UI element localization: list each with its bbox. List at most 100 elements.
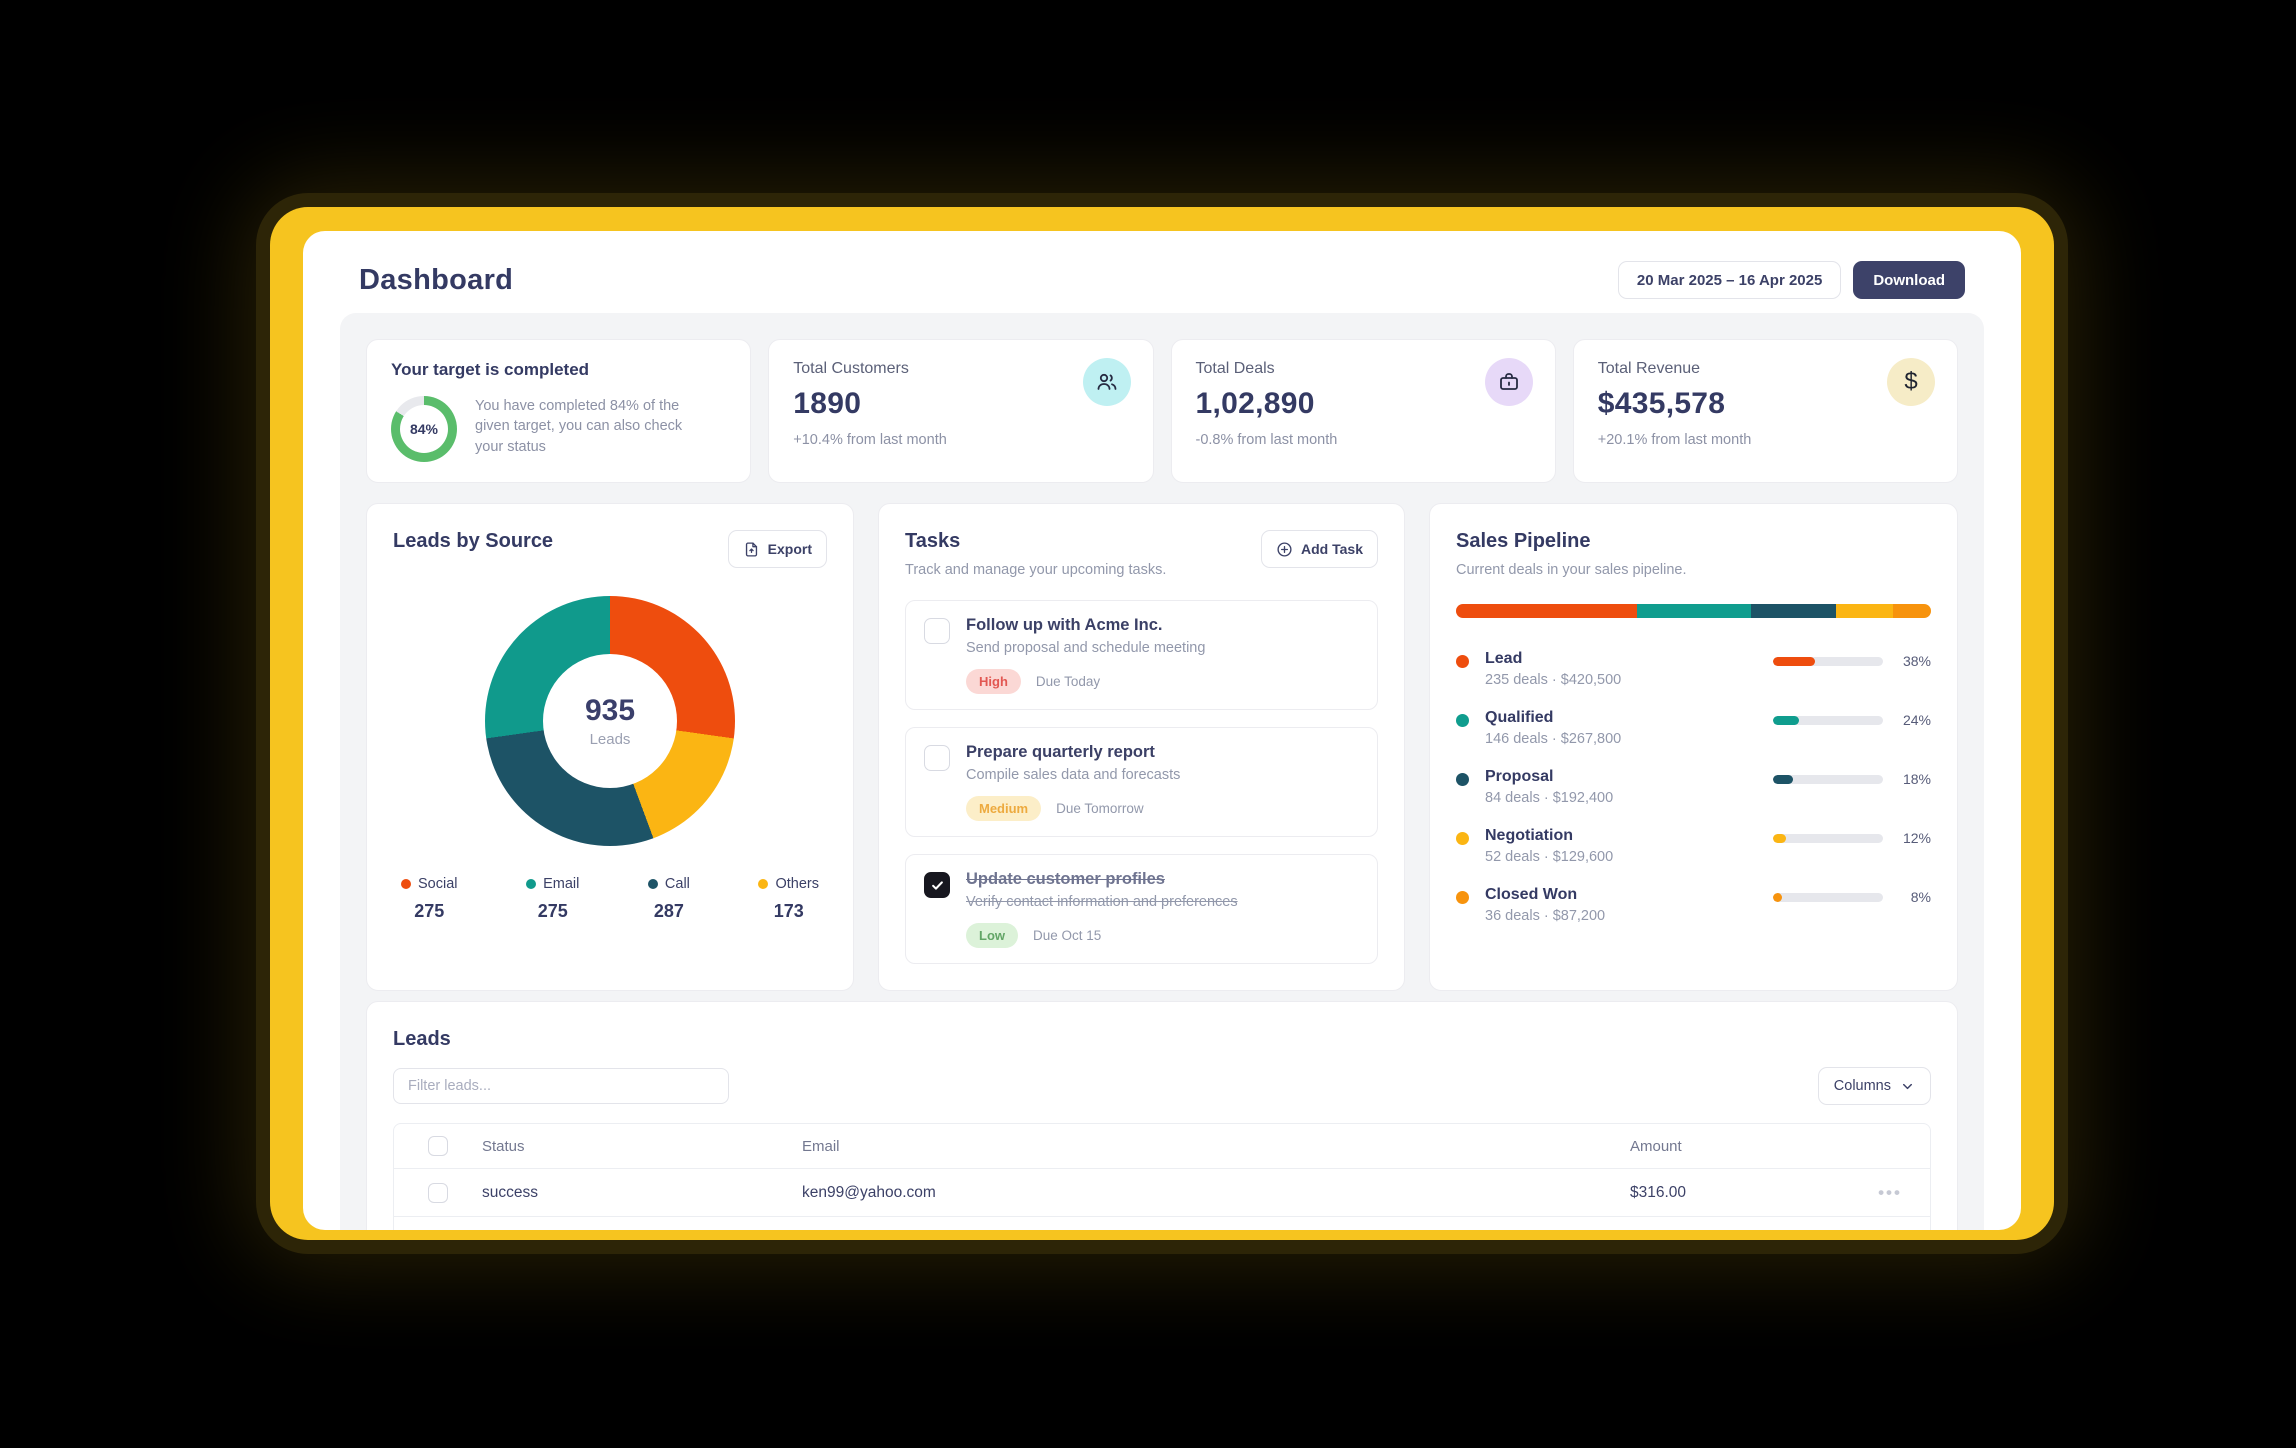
export-button[interactable]: Export	[727, 530, 827, 568]
stat-change: +10.4% from last month	[793, 432, 947, 448]
due-label: Due Today	[1035, 674, 1101, 689]
legend-dot	[401, 879, 411, 889]
donut-legend: Social 275 Email 275 Call 287	[401, 876, 819, 922]
stat-card-customers: Total Customers 1890 +10.4% from last mo…	[768, 339, 1154, 483]
stat-change: +20.1% from last month	[1597, 432, 1752, 448]
stage-progress	[1773, 774, 1883, 784]
date-range-button[interactable]: 20 Mar 2025 – 16 Apr 2025	[1617, 261, 1842, 299]
leads-title: Leads	[393, 1028, 451, 1050]
pipeline-bar-segment	[1456, 604, 1637, 618]
leads-table: Status Email Amount success ken99@yahoo.…	[393, 1123, 1931, 1230]
content-area: Your target is completed 84% You have co…	[340, 313, 1984, 1230]
stage-dot	[1456, 891, 1469, 904]
legend-dot	[758, 879, 769, 889]
briefcase-icon	[1484, 358, 1533, 406]
stat-label: Total Deals	[1195, 360, 1275, 377]
pipeline-bar-segment	[1636, 604, 1751, 618]
tasks-subtitle: Track and manage your upcoming tasks.	[905, 562, 1167, 578]
table-row: success ken99@yahoo.com $316.00 •••	[394, 1168, 1930, 1216]
task-item: Prepare quarterly report Compile sales d…	[905, 727, 1378, 837]
stat-change: -0.8% from last month	[1195, 432, 1338, 448]
priority-badge: Low	[966, 923, 1018, 948]
task-checkbox[interactable]	[924, 745, 950, 771]
pipeline-subtitle: Current deals in your sales pipeline.	[1456, 562, 1687, 578]
dollar-icon: $	[1887, 358, 1935, 406]
target-progress-ring: 84%	[391, 396, 457, 462]
sales-pipeline-card: Sales Pipeline Current deals in your sal…	[1429, 503, 1958, 991]
header-actions: 20 Mar 2025 – 16 Apr 2025 Download	[1617, 261, 1965, 299]
column-header-email: Email	[802, 1137, 840, 1155]
target-card: Your target is completed 84% You have co…	[366, 339, 752, 483]
dashboard-panel: Dashboard 20 Mar 2025 – 16 Apr 2025 Down…	[303, 231, 2021, 1230]
pipeline-bar-segment	[1836, 604, 1893, 618]
cell-status: success	[482, 1183, 538, 1201]
pipeline-stage-list: Lead 235 deals · $420,500 38%	[1456, 650, 1931, 924]
stage-dot	[1456, 832, 1469, 845]
stat-value: 1,02,890	[1195, 387, 1315, 420]
stat-label: Total Revenue	[1597, 360, 1701, 377]
pipeline-title: Sales Pipeline	[1456, 530, 1591, 552]
legend-item: Call 287	[647, 876, 690, 922]
chevron-down-icon	[1903, 1083, 1912, 1089]
stat-card-revenue: Total Revenue $435,578 +20.1% from last …	[1572, 339, 1958, 483]
priority-badge: Medium	[966, 796, 1042, 821]
legend-item: Others 173	[758, 876, 819, 922]
leads-donut-chart: 935 Leads	[485, 596, 735, 846]
stage-dot	[1456, 655, 1469, 668]
column-header-status: Status	[482, 1137, 525, 1155]
priority-badge: High	[966, 669, 1021, 694]
stage-progress	[1773, 892, 1883, 902]
stage-progress	[1773, 715, 1883, 725]
target-card-title: Your target is completed	[391, 360, 590, 379]
leads-by-source-title: Leads by Source	[393, 530, 554, 552]
table-row: Processing Monserrat44@gmail.com $242.00…	[394, 1216, 1930, 1230]
pipeline-stage: Proposal 84 deals · $192,400 18%	[1456, 768, 1931, 806]
download-button[interactable]: Download	[1853, 261, 1965, 299]
app-window: Dashboard 20 Mar 2025 – 16 Apr 2025 Down…	[270, 207, 2054, 1240]
stat-value: 1890	[793, 387, 862, 420]
donut-total: 935	[584, 694, 636, 727]
check-icon	[931, 880, 943, 890]
pipeline-stage: Negotiation 52 deals · $129,600 12%	[1456, 827, 1931, 865]
stage-progress	[1773, 656, 1883, 666]
legend-item: Social 275	[401, 876, 458, 922]
task-item: Update customer profiles Verify contact …	[905, 854, 1378, 964]
pipeline-stage: Lead 235 deals · $420,500 38%	[1456, 650, 1931, 688]
columns-button[interactable]: Columns	[1817, 1067, 1931, 1105]
page-header: Dashboard 20 Mar 2025 – 16 Apr 2025 Down…	[303, 231, 2021, 313]
plus-circle-icon	[1277, 541, 1292, 557]
pipeline-stacked-bar	[1456, 604, 1931, 618]
leads-by-source-card: Leads by Source Export 93	[366, 503, 854, 991]
leads-card: Leads Columns Status Email A	[366, 1001, 1958, 1230]
add-task-button[interactable]: Add Task	[1261, 530, 1378, 568]
stage-dot	[1456, 773, 1469, 786]
row-menu-icon[interactable]: •••	[1878, 1182, 1902, 1202]
pipeline-stage: Qualified 146 deals · $267,800 24%	[1456, 709, 1931, 747]
stat-value: $435,578	[1597, 387, 1726, 420]
stage-dot	[1456, 714, 1469, 727]
stat-card-deals: Total Deals 1,02,890 -0.8% from last mon…	[1170, 339, 1556, 483]
tasks-card: Tasks Track and manage your upcoming tas…	[878, 503, 1405, 991]
cell-amount: $316.00	[1630, 1183, 1687, 1201]
filter-leads-input[interactable]	[393, 1068, 729, 1104]
users-icon	[1082, 358, 1131, 406]
stage-progress	[1773, 833, 1883, 843]
middle-row: Leads by Source Export 93	[366, 503, 1958, 991]
legend-dot	[526, 879, 537, 889]
task-list: Follow up with Acme Inc. Send proposal a…	[905, 600, 1378, 964]
task-checkbox[interactable]	[924, 618, 950, 644]
table-header-row: Status Email Amount	[394, 1124, 1930, 1168]
select-all-checkbox[interactable]	[428, 1136, 448, 1156]
export-icon	[745, 541, 757, 557]
pipeline-bar-segment	[1893, 604, 1931, 618]
target-percent: 84%	[409, 421, 439, 437]
pipeline-bar-segment	[1750, 604, 1836, 618]
task-item: Follow up with Acme Inc. Send proposal a…	[905, 600, 1378, 710]
task-checkbox[interactable]	[924, 872, 950, 898]
target-description: You have completed 84% of the given targ…	[475, 398, 683, 455]
donut-total-label: Leads	[589, 731, 631, 748]
due-label: Due Oct 15	[1033, 928, 1102, 943]
pipeline-stage: Closed Won 36 deals · $87,200 8%	[1456, 886, 1931, 924]
row-checkbox[interactable]	[428, 1182, 448, 1203]
